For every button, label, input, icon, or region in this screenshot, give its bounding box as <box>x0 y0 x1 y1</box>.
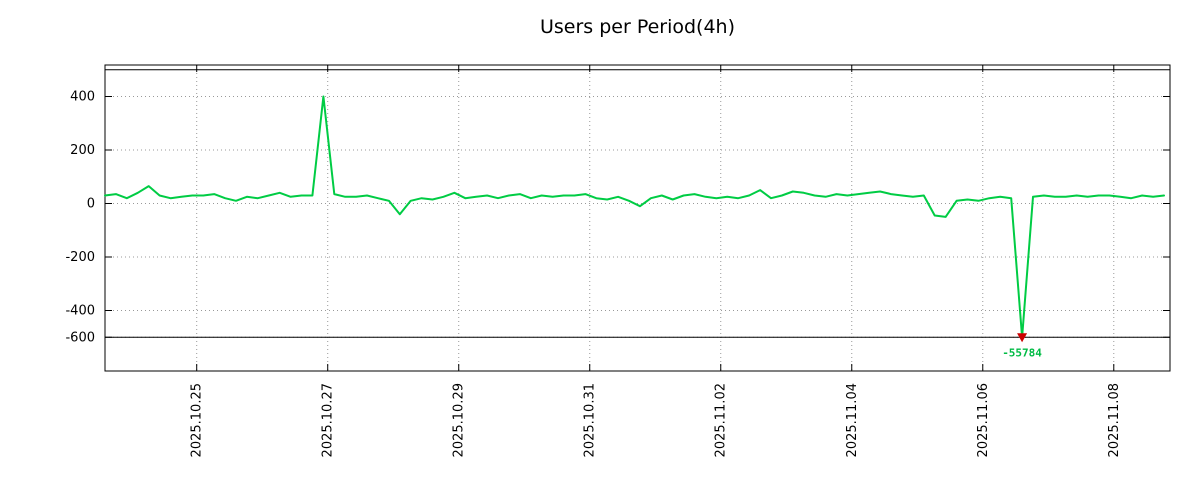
x-tick-label: 2025.10.29 <box>452 383 467 457</box>
out-of-range-marker <box>1017 333 1028 343</box>
annotation-value: -55784 <box>1002 346 1042 359</box>
x-tick-label: 2025.11.08 <box>1107 383 1122 457</box>
y-tick-label: -400 <box>65 304 95 319</box>
x-tick-label: 2025.10.27 <box>321 383 336 457</box>
y-tick-label: 0 <box>87 197 95 212</box>
y-tick-label: 200 <box>70 143 95 158</box>
series-line <box>104 95 1165 339</box>
y-tick-label: 400 <box>70 90 95 105</box>
x-tick-label: 2025.10.31 <box>583 383 598 457</box>
x-tick-label: 2025.11.06 <box>976 383 991 457</box>
y-tick-label: -200 <box>65 250 95 265</box>
y-tick-label: -600 <box>65 330 95 345</box>
x-tick-label: 2025.11.04 <box>845 383 860 457</box>
plot-frame <box>104 64 1171 372</box>
x-tick-label: 2025.10.25 <box>190 383 205 457</box>
chart-title: Users per Period(4h) <box>539 16 736 38</box>
x-tick-label: 2025.11.02 <box>714 383 729 457</box>
